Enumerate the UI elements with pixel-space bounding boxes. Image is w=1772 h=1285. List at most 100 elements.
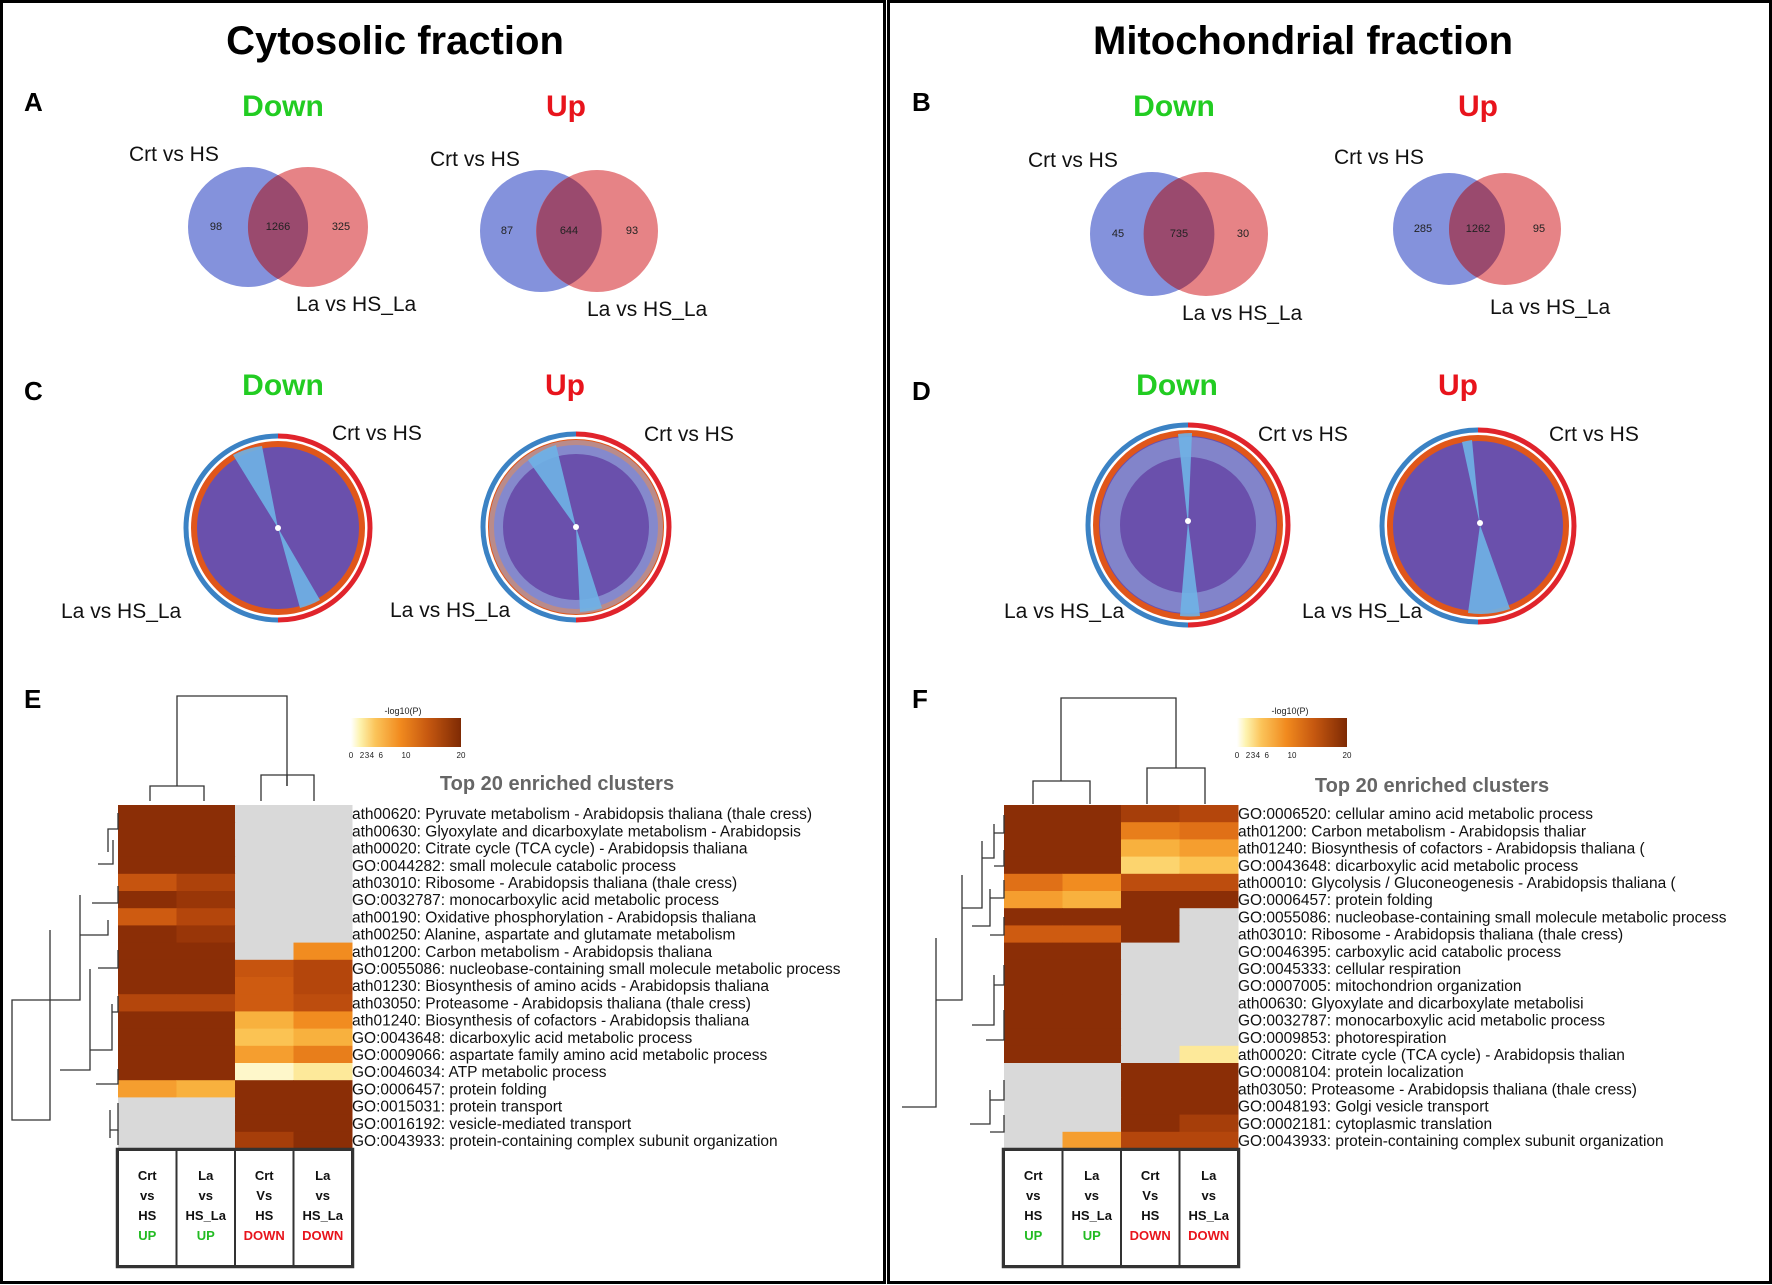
column-label-line: HS_La: [1189, 1208, 1230, 1223]
heatmap-cell: [235, 1114, 294, 1133]
column-label-line: Vs: [1142, 1188, 1158, 1203]
heatmap-cell: [293, 959, 353, 978]
heatmap-cell: [1121, 959, 1180, 978]
chord-link-fan: [1180, 522, 1200, 617]
heatmap-cell: [176, 805, 236, 823]
heatmap-cell: [118, 891, 177, 909]
venn-down-left: Down Crt vs HS 98 1266 325 La vs HS_La: [129, 90, 417, 316]
heatmap-cell: [293, 1045, 353, 1064]
panel-letter-e: E: [24, 684, 41, 714]
heatmap-cell: [118, 1028, 177, 1047]
chord-down-heading: Down: [242, 369, 324, 402]
heatmap-cell: [1121, 1028, 1180, 1047]
column-label-line: vs: [199, 1188, 213, 1203]
heatmap-cell: [1179, 942, 1239, 961]
column-label-line: vs: [140, 1188, 154, 1203]
column-label-line: HS: [1141, 1208, 1159, 1223]
heatmap-right: -log10(P) 0 2 3 4 6 10 20 Top 20 enriched clus…: [902, 697, 1727, 1269]
heatmap-cell: [235, 822, 294, 840]
heatmap-cell: [1121, 942, 1180, 961]
right-title: Mitochondrial fraction: [1093, 19, 1513, 63]
heatmap-row-label: GO:0043933: protein-containing complex s…: [352, 1133, 778, 1150]
heatmap-cell: [235, 1131, 294, 1150]
heatmap-cell: [1062, 959, 1122, 978]
heatmap-cell: [1062, 942, 1122, 961]
heatmap-cell: [118, 856, 177, 875]
heatmap-cell: [1179, 977, 1239, 995]
heatmap-cell: [235, 959, 294, 978]
heatmap-cell: [1004, 908, 1063, 926]
heatmap-cell: [176, 942, 236, 961]
heatmap-cell: [1004, 1028, 1063, 1047]
heatmap-cell: [1062, 925, 1122, 944]
venn-set1-label: Crt vs HS: [1028, 149, 1118, 172]
heatmap-row-label: GO:0008104: protein localization: [1238, 1064, 1464, 1081]
heatmap-cell: [1062, 839, 1122, 858]
legend-tick-label: 10: [1288, 751, 1297, 760]
column-status-label: UP: [197, 1228, 215, 1243]
heatmap-cell: [176, 839, 236, 858]
chord-set2-label: La vs HS_La: [390, 599, 511, 622]
heatmap-cell: [176, 994, 236, 1012]
heatmap-row-label: GO:0055086: nucleobase-containing small …: [1238, 909, 1727, 926]
column-label-line: HS_La: [186, 1208, 227, 1223]
heatmap-cell: [293, 994, 353, 1012]
heatmap-row-label: GO:0048193: Golgi vesicle transport: [1238, 1099, 1489, 1116]
heatmap-row-label: GO:0032787: monocarboxylic acid metaboli…: [352, 892, 719, 909]
heatmap-cell: [1179, 994, 1239, 1012]
panel-letter-a: A: [24, 87, 43, 117]
heatmap-cell: [235, 1097, 294, 1116]
heatmap-cell: [176, 1080, 236, 1098]
chord-center-dot: [573, 524, 579, 530]
chord-link-fan: [528, 445, 576, 527]
legend-tick-label: 2: [1246, 751, 1251, 760]
heatmap-row-label: GO:0032787: monocarboxylic acid metaboli…: [1238, 1013, 1605, 1030]
heatmap-cell: [1179, 822, 1239, 840]
heatmap-cell: [235, 873, 294, 892]
heatmap-cell: [235, 977, 294, 995]
heatmap-row-label: ath00010: Glycolysis / Gluconeogenesis -…: [1238, 875, 1677, 892]
venn-both-count: 1266: [266, 221, 290, 233]
heatmap-cell: [1121, 1131, 1180, 1150]
panel-letter-c: C: [24, 376, 43, 406]
column-label-line: La: [198, 1168, 214, 1183]
heatmap-cell: [1004, 805, 1063, 823]
venn-overlap: [1143, 178, 1215, 290]
legend-title: -log10(P): [1271, 706, 1308, 716]
heatmap-cell: [176, 1063, 236, 1081]
heatmap-row-label: GO:0009066: aspartate family amino acid …: [352, 1047, 768, 1064]
column-status-label: UP: [1083, 1228, 1101, 1243]
legend-gradient: [1237, 718, 1347, 747]
venn-only1-count: 45: [1112, 228, 1124, 240]
panel-letter-f: F: [912, 684, 928, 714]
heatmap-cell: [176, 925, 236, 944]
heatmap-cell: [1179, 839, 1239, 858]
heatmap-cell: [1004, 994, 1063, 1012]
column-dendrogram: [1032, 697, 1206, 804]
heatmap-cell: [1062, 822, 1122, 840]
heatmap-cell: [1179, 908, 1239, 926]
chord-set1-label: Crt vs HS: [1258, 423, 1348, 446]
heatmap-cell: [1004, 1097, 1063, 1116]
legend-tick-label: 20: [457, 751, 466, 760]
chord-outer-arc-set2: [1085, 422, 1189, 628]
heatmap-cell: [293, 925, 353, 944]
column-label-line: vs: [1202, 1188, 1216, 1203]
column-label-line: HS: [138, 1208, 156, 1223]
heatmap-cell: [1179, 1063, 1239, 1081]
heatmap-cell: [1004, 873, 1063, 892]
venn-overlap: [1448, 180, 1506, 278]
row-dendrogram: [11, 813, 119, 1145]
heatmap-cell: [1062, 1011, 1122, 1030]
heatmap-cell: [1121, 839, 1180, 858]
chord-up-right: Up Crt vs HS La vs HS_La: [1302, 369, 1639, 625]
chord-up-heading: Up: [545, 369, 585, 402]
heatmap-cell: [235, 925, 294, 944]
heatmap-cell: [176, 1045, 236, 1064]
heatmap-cell: [118, 994, 177, 1012]
venn-set1-label: Crt vs HS: [129, 143, 219, 166]
venn-overlap: [536, 177, 602, 285]
heatmap-cell: [176, 959, 236, 978]
venn-both-count: 735: [1170, 228, 1188, 240]
legend-gradient: [351, 718, 461, 747]
